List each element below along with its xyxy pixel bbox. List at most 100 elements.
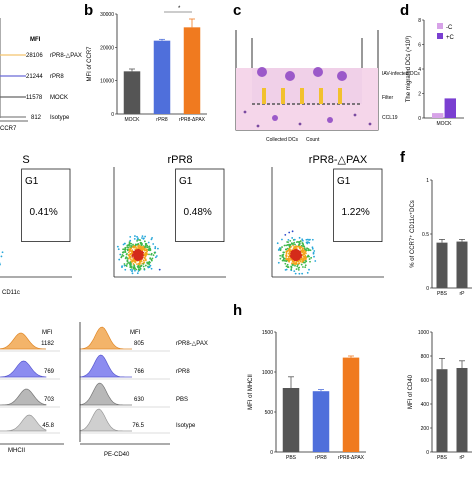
histogram-right-label: rPR8-△PAX xyxy=(176,341,208,347)
flow-dot xyxy=(306,271,309,274)
chart-h-bar xyxy=(282,388,300,452)
flow-dot xyxy=(144,251,147,254)
flow-dot xyxy=(311,246,314,249)
flow-dot xyxy=(137,237,139,240)
flow-dot xyxy=(294,243,296,246)
flow-dot xyxy=(155,255,158,257)
flow-dot xyxy=(149,264,152,267)
flow-dot xyxy=(144,264,147,267)
flow-dot xyxy=(302,250,305,253)
flow-dot xyxy=(150,253,153,256)
histogram-right xyxy=(79,408,132,432)
chart-h-ylabel: MFI of MHCII xyxy=(248,374,254,410)
flow-title: S xyxy=(22,154,29,166)
flow-dot xyxy=(142,265,145,268)
flow-dot xyxy=(310,256,313,259)
flow-dot xyxy=(284,269,287,271)
flow-dot xyxy=(148,263,151,266)
flow-dot xyxy=(293,241,296,244)
flow-gate-label: G1 xyxy=(179,176,193,187)
chart-d-ytick-label: 2 xyxy=(418,92,421,98)
flow-dot xyxy=(290,266,293,269)
flow-dot xyxy=(132,246,135,249)
flow-dot xyxy=(305,238,308,241)
chart-b-bar xyxy=(153,40,171,114)
flow-dot xyxy=(138,260,141,263)
flow-dot xyxy=(304,264,307,267)
flow-dot xyxy=(152,254,155,257)
flow-dot xyxy=(292,243,294,246)
flow-dot xyxy=(283,244,286,247)
flow-dot xyxy=(132,257,135,260)
flow-core xyxy=(291,249,301,261)
flow-dot xyxy=(1,251,4,254)
flow-dot xyxy=(291,237,294,239)
flow-dot xyxy=(292,262,295,265)
histogram-right-label: rPR8 xyxy=(176,369,190,375)
flow-dot xyxy=(131,254,134,257)
flow-dot xyxy=(313,250,316,252)
flow-gate-label: G1 xyxy=(25,176,39,187)
panel-a-axis-label: CCR7 xyxy=(0,126,17,132)
flow-dot xyxy=(308,241,311,244)
flow-dot xyxy=(285,244,288,247)
flow-dot xyxy=(146,244,149,247)
flow-dot xyxy=(128,244,131,247)
flow-dot xyxy=(138,269,141,271)
flow-dot xyxy=(154,247,157,250)
chart-h-ytick-label: 500 xyxy=(265,410,274,416)
flow-dot xyxy=(140,243,143,246)
flow-dot xyxy=(304,266,307,269)
flow-dot xyxy=(127,246,130,249)
flow-dot xyxy=(123,264,126,267)
flow-dot xyxy=(121,266,123,269)
flow-dot xyxy=(295,261,298,264)
histograms: 1182 805 rPR8-△PAX 769 766 rPR8 703 630 PBS 45.8 7… xyxy=(0,322,208,458)
flow-dot xyxy=(303,247,306,250)
histogram-left xyxy=(0,388,47,406)
flow-dot xyxy=(281,238,283,241)
chart-h-xtick-label: rPR8-ΔPAX xyxy=(338,455,365,461)
flow-dot xyxy=(285,265,288,268)
flow-dot xyxy=(146,261,149,264)
flow-dot xyxy=(129,263,132,266)
panel-letter-c: c xyxy=(233,2,241,19)
flow-dot xyxy=(303,258,305,261)
flow-dot xyxy=(147,266,150,269)
flow-dot xyxy=(287,266,290,268)
flow-dot xyxy=(300,240,302,242)
flow-dot xyxy=(304,258,307,261)
flow-dot xyxy=(309,260,311,263)
flow-dot xyxy=(291,260,294,263)
flow-dot xyxy=(311,247,314,250)
flow-dot xyxy=(126,253,128,255)
flow-dot xyxy=(131,270,133,273)
flow-dot xyxy=(285,258,288,261)
flow-dot xyxy=(287,238,290,241)
chart-d-bar xyxy=(444,98,456,118)
flow-dot xyxy=(297,263,299,266)
flow-dot xyxy=(141,235,144,238)
flow-dot xyxy=(126,263,129,265)
flow-dot xyxy=(129,253,132,255)
flow-dot xyxy=(130,246,133,248)
chart-b-ytick-label: 20000 xyxy=(100,45,114,51)
chart-f-xtick-label: PBS xyxy=(437,291,448,297)
flow-dot xyxy=(296,265,299,268)
flow-dot xyxy=(306,255,309,258)
flow-title: rPR8-△PAX xyxy=(309,154,368,166)
flow-dot xyxy=(309,249,312,252)
flow-dot xyxy=(136,240,138,242)
flow-dot xyxy=(132,243,134,246)
panel-letter-h: h xyxy=(233,302,242,319)
chart-h-ytick-label: 1500 xyxy=(262,330,273,336)
chart-f-bar xyxy=(436,242,448,288)
flow-dot xyxy=(136,243,139,246)
flow-dot xyxy=(287,255,290,258)
flow-dot xyxy=(124,246,127,249)
flow-dot xyxy=(144,246,146,249)
flow-dot xyxy=(138,262,141,265)
histogram-right-label: PBS xyxy=(176,397,188,403)
chart-f-bar xyxy=(456,241,468,288)
flow-dot xyxy=(302,243,305,246)
